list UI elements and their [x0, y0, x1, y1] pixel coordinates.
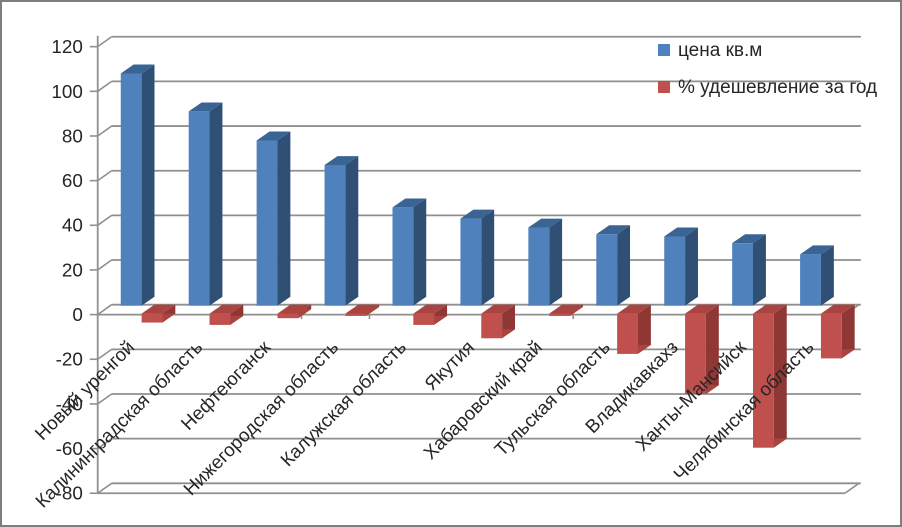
bar-price-side: [617, 225, 631, 306]
bar-price-side: [141, 64, 155, 306]
bar-price: [392, 207, 414, 306]
gridline-depth-connector: [97, 125, 113, 137]
bar-depreciation: [277, 313, 299, 319]
legend-label-depreciation: % удешевление за год: [678, 76, 878, 98]
y-tick-label: 20: [62, 259, 83, 280]
bar-depreciation-side: [705, 304, 719, 395]
bar-price-top: [596, 225, 631, 235]
bar-depreciation-top: [481, 304, 516, 314]
gridline-depth-connector: [97, 393, 113, 405]
bar-price: [596, 234, 618, 306]
bar-price-side: [549, 218, 563, 306]
bar-depreciation: [481, 313, 503, 339]
gridline-depth-connector: [97, 170, 113, 182]
bar-depreciation-top: [413, 304, 448, 314]
y-tick-label: 60: [62, 170, 83, 191]
bar-depreciation: [141, 313, 163, 323]
y-tick-label: 40: [62, 215, 83, 236]
gridline-depth-connector: [97, 36, 113, 48]
bar-price-top: [120, 64, 155, 74]
gridline-depth-connector: [97, 348, 113, 360]
bar-depreciation-top: [617, 304, 651, 314]
legend-swatch-depreciation-icon: [658, 81, 670, 93]
y-tick-label: 80: [62, 125, 83, 146]
bar-price-side: [413, 198, 427, 306]
bar-depreciation: [753, 313, 774, 448]
legend-label-price: цена кв.м: [678, 39, 763, 61]
bar-price-top: [800, 245, 834, 255]
gridline-depth-connector: [97, 259, 113, 271]
gridline-depth-connector: [97, 438, 113, 450]
bar-price: [732, 243, 754, 306]
bar-price-top: [256, 131, 291, 141]
bar-price: [528, 227, 550, 306]
y-tick-label: 100: [51, 81, 82, 102]
y-tick-label: 0: [72, 304, 82, 325]
category-label: Хабаровский край: [419, 336, 546, 463]
bar-depreciation: [617, 313, 638, 354]
bar-depreciation-side: [773, 304, 787, 448]
gridline-depth-connector: [97, 482, 113, 494]
bar-price-top: [188, 102, 223, 112]
bar-price-top: [664, 227, 698, 237]
bar-depreciation-top: [685, 304, 719, 314]
bar-depreciation: [685, 313, 706, 395]
bar-price-top: [460, 209, 495, 219]
bar-price-side: [209, 102, 223, 306]
category-label: Якутия: [420, 336, 478, 394]
bar-price-side: [277, 131, 291, 306]
bar-depreciation: [549, 313, 571, 316]
bar-depreciation: [209, 313, 231, 325]
bar-price-side: [481, 209, 495, 306]
bar-depreciation-side: [841, 304, 855, 359]
bar-price-side: [685, 227, 698, 306]
y-tick-label: -80: [56, 483, 83, 504]
y-tick-label: -40: [56, 393, 83, 414]
gridline-depth-connector: [97, 214, 113, 226]
category-label: Тульская область: [490, 336, 614, 460]
y-tick-label: -20: [56, 349, 83, 370]
y-tick-label: 120: [51, 36, 82, 57]
bar-depreciation: [345, 313, 367, 316]
bar-price-side: [753, 234, 766, 306]
bar-depreciation: [820, 313, 842, 359]
bar-depreciation-top: [141, 304, 176, 314]
bar-price-top: [392, 198, 427, 208]
bar-depreciation-top: [820, 304, 855, 314]
bar-price-top: [732, 234, 766, 244]
bar-price: [120, 73, 142, 306]
bar-price-top: [528, 218, 563, 228]
gridline-depth-connector: [97, 304, 113, 316]
bar-price: [324, 165, 346, 306]
bar-price: [256, 140, 278, 306]
bar-price: [460, 218, 482, 306]
bar-price: [800, 254, 821, 306]
legend-entry-depreciation: % удешевление за год: [658, 77, 877, 97]
bar-price: [188, 111, 210, 306]
legend: цена кв.м % удешевление за год: [658, 40, 877, 114]
bar-price-side: [820, 245, 834, 306]
bar-depreciation-top: [209, 304, 244, 314]
legend-swatch-price-icon: [658, 44, 670, 56]
bar-price: [664, 236, 686, 306]
bar-depreciation-side: [637, 304, 651, 354]
bar-price-side: [345, 156, 359, 306]
y-tick-label: -60: [56, 438, 83, 459]
legend-entry-price: цена кв.м: [658, 40, 877, 60]
bar-depreciation: [413, 313, 435, 325]
bar-depreciation-top: [753, 304, 787, 314]
floor-depth-edge: [844, 482, 860, 494]
category-label: Калужская область: [276, 336, 410, 470]
gridline-depth-connector: [97, 80, 113, 92]
bar-price-top: [324, 156, 359, 166]
